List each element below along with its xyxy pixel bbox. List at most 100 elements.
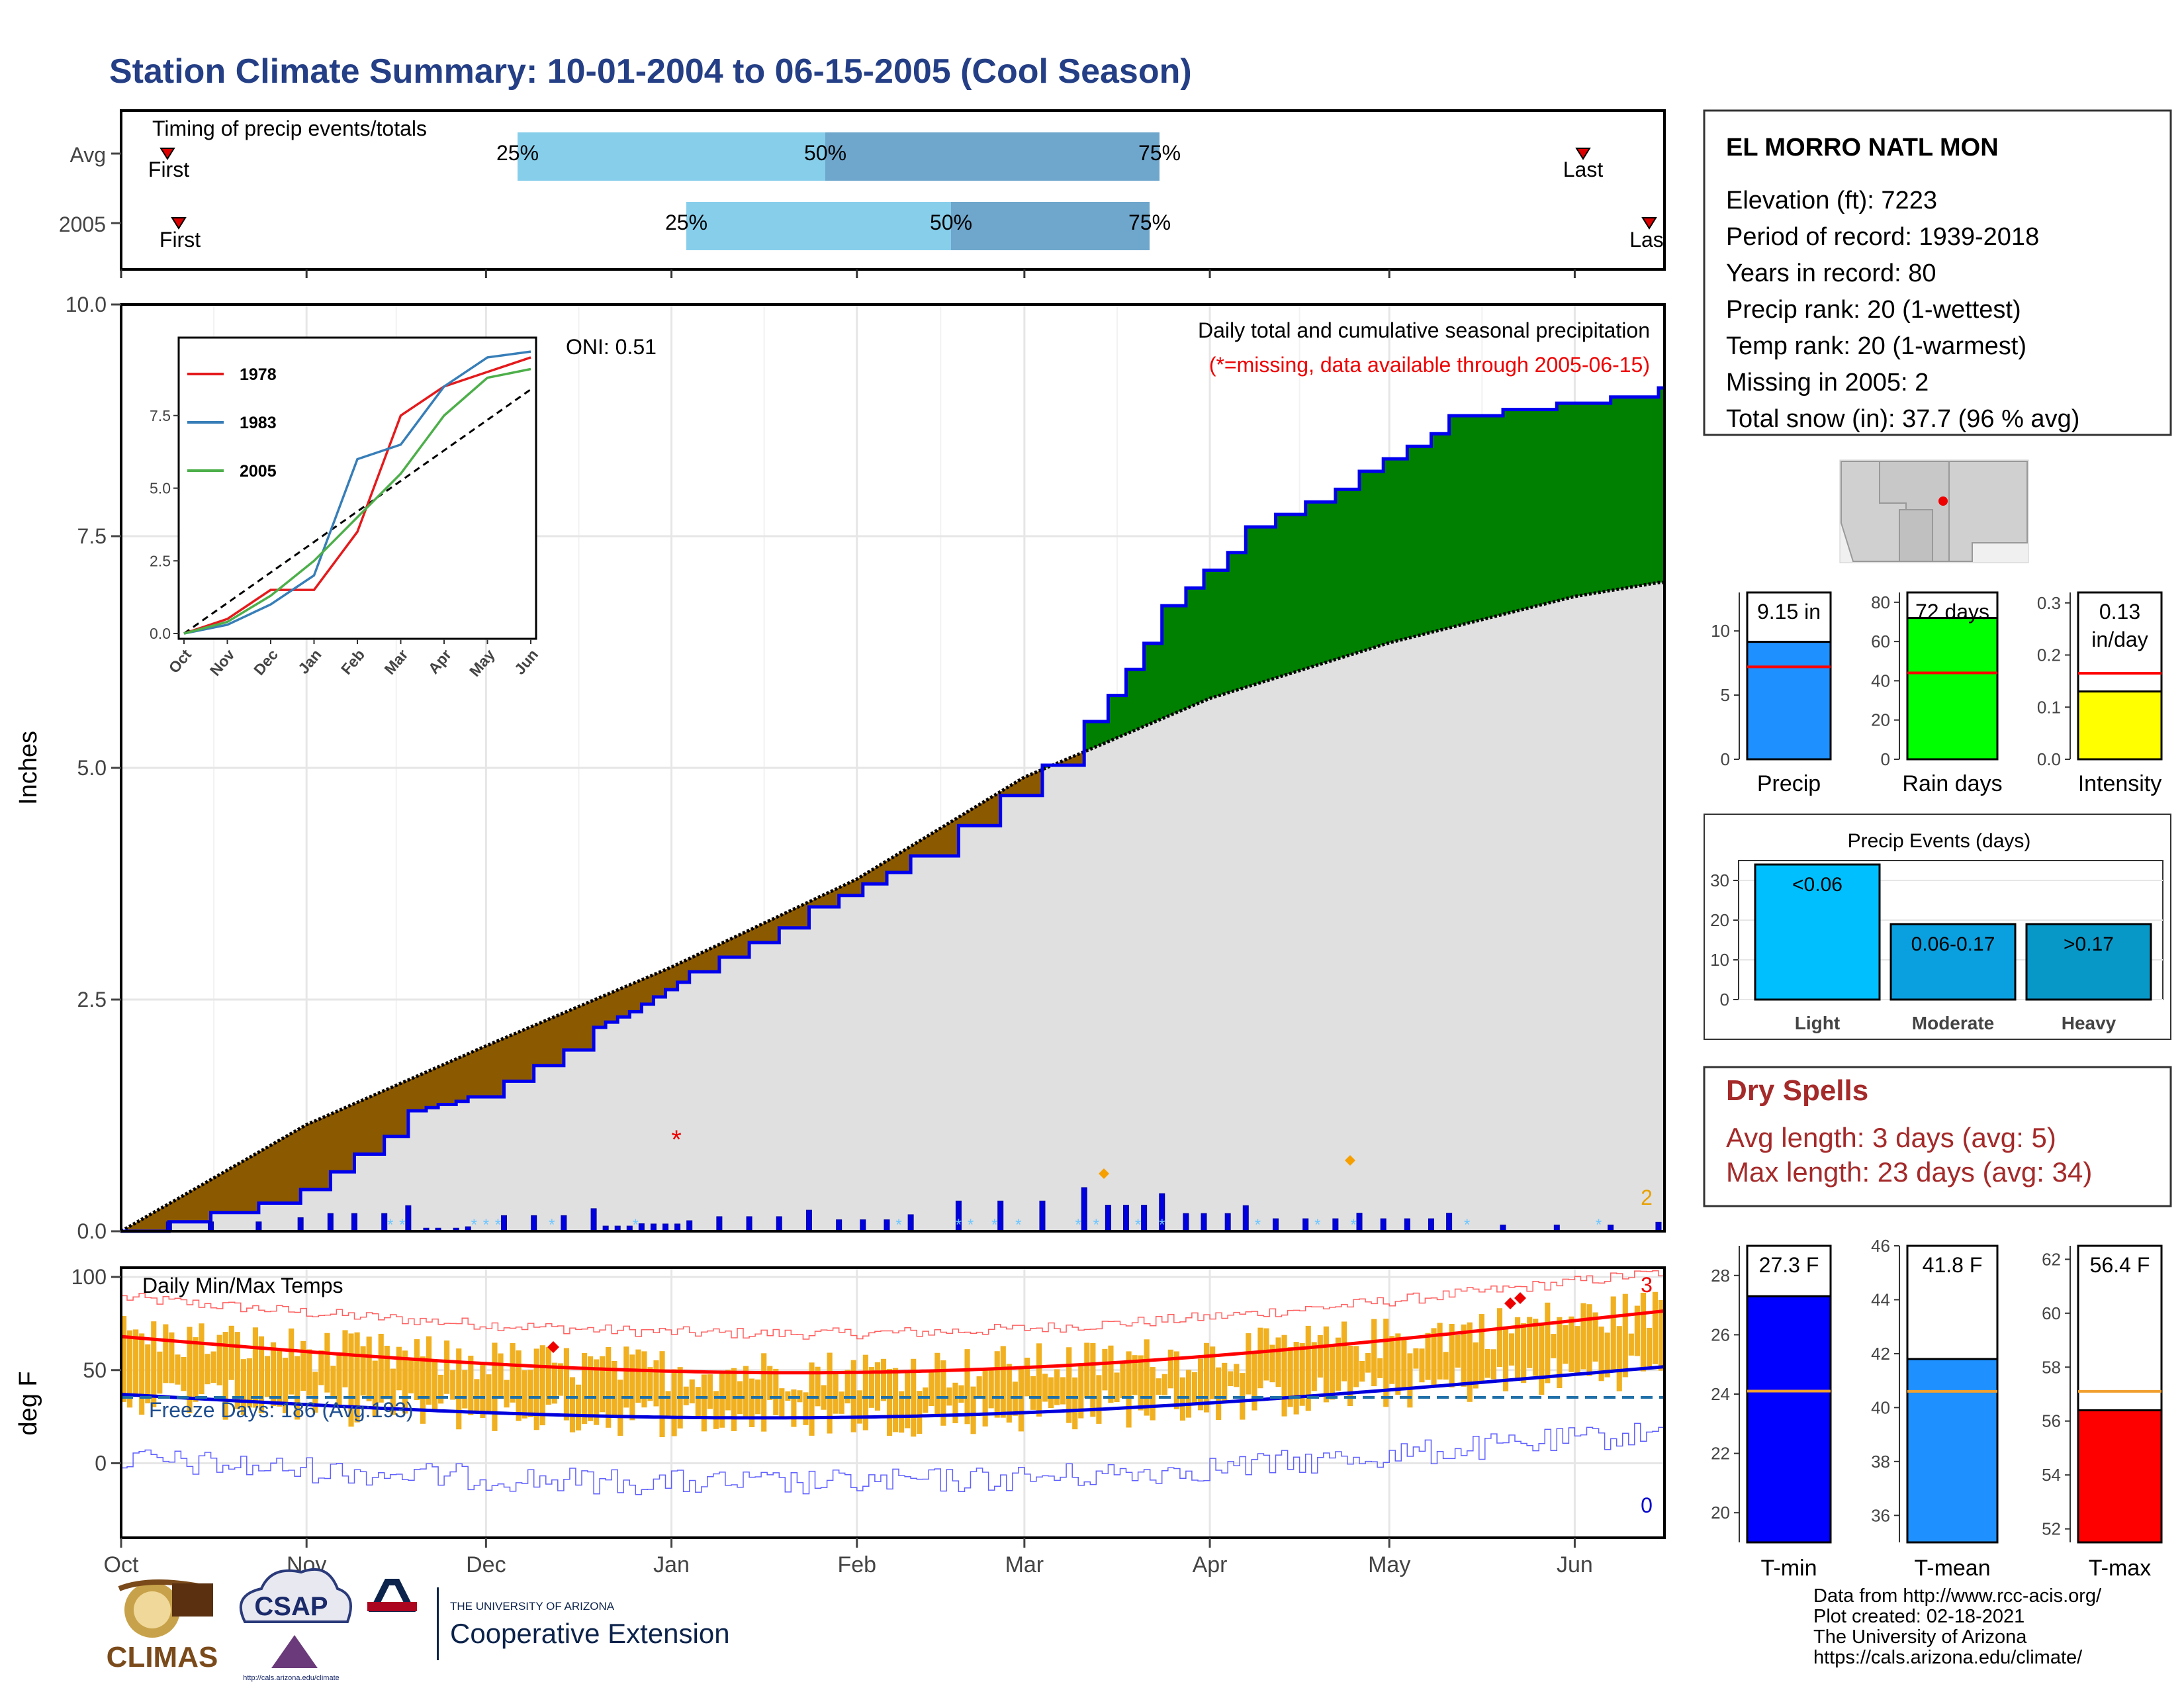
daily-temp-bar: [1263, 1328, 1269, 1381]
daily-temp-bar: [1060, 1377, 1066, 1405]
daily-temp-bar: [839, 1391, 844, 1414]
daily-temp-bar: [647, 1367, 653, 1401]
daily-temp-bar: [623, 1346, 629, 1408]
daily-temp-bar: [779, 1388, 785, 1417]
x-tick-label: Feb: [837, 1552, 876, 1577]
inset-y-tick-label: 7.5: [150, 407, 171, 424]
daily-precip-bar: [1201, 1213, 1207, 1232]
snow-marker: *: [895, 1216, 901, 1234]
daily-temp-bar: [827, 1352, 833, 1434]
daily-temp-bar: [1078, 1364, 1084, 1419]
footer-line: The University of Arizona: [1813, 1626, 2027, 1648]
daily-temp-bar: [581, 1352, 588, 1425]
daily-precip-bar: [561, 1215, 567, 1232]
daily-temp-bar: [1467, 1322, 1473, 1402]
daily-temp-bar: [1329, 1345, 1335, 1400]
daily-temp-bar: [707, 1374, 713, 1409]
daily-temp-bar: [516, 1350, 522, 1421]
daily-precip-bar: [805, 1209, 812, 1232]
csap-text: CSAP: [254, 1592, 328, 1621]
precip-events-bar-label: 0.06-0.17: [1911, 933, 1995, 955]
daily-temp-bar: [1341, 1321, 1347, 1382]
daily-temp-bar: [964, 1349, 970, 1425]
y2005-last-marker: [1641, 217, 1657, 230]
precip-right-label: 2: [1641, 1186, 1653, 1209]
inset-legend-label: 1978: [240, 365, 277, 384]
daily-temp-bar: [264, 1356, 271, 1397]
daily-temp-bar: [1580, 1303, 1586, 1370]
y-tick-label: 7.5: [77, 524, 107, 548]
daily-precip-bar: [1302, 1218, 1309, 1232]
station-line: Years in record: 80: [1726, 259, 1936, 287]
daily-temp-bar: [833, 1372, 839, 1414]
daily-temp-bar: [1287, 1346, 1293, 1407]
daily-temp-bar: [1323, 1326, 1329, 1403]
daily-temp-bar: [1365, 1353, 1371, 1373]
small-bar-title: Intensity: [2078, 771, 2162, 796]
daily-temp-bar: [486, 1374, 492, 1412]
small-bar-y-tick-label: 52: [2042, 1519, 2061, 1539]
daily-temp-bar: [539, 1345, 545, 1426]
footer-line: https://cals.arizona.edu/climate/: [1813, 1647, 2083, 1668]
daily-temp-bar: [653, 1360, 659, 1407]
daily-temp-bar: [1473, 1342, 1479, 1389]
y-tick-label: 50: [83, 1358, 107, 1382]
daily-temp-bar: [1377, 1358, 1383, 1378]
daily-temp-bar: [1317, 1335, 1323, 1378]
ua-small-text: THE UNIVERSITY OF ARIZONA: [450, 1600, 615, 1613]
station-line: Total snow (in): 37.7 (96 % avg): [1726, 405, 2079, 433]
daily-precip-bar: [1123, 1205, 1130, 1232]
daily-temp-bar: [193, 1337, 199, 1402]
daily-temp-bar: [444, 1340, 450, 1394]
daily-temp-bar: [283, 1358, 289, 1413]
daily-temp-bar: [1018, 1366, 1024, 1432]
daily-temp-bar: [1066, 1347, 1072, 1423]
page-title: Station Climate Summary: 10-01-2004 to 0…: [109, 52, 1192, 91]
snow-marker: *: [1464, 1216, 1470, 1234]
small-bar-title: T-min: [1761, 1556, 1817, 1581]
daily-temp-bar: [432, 1360, 438, 1411]
daily-temp-bar: [911, 1358, 917, 1437]
daily-precip-bar: [590, 1208, 597, 1232]
snow-marker: *: [1135, 1216, 1141, 1234]
daily-temp-bar: [874, 1362, 881, 1411]
daily-precip-bar: [351, 1213, 358, 1232]
daily-precip-bar: [1380, 1218, 1387, 1232]
inset-series-line: [183, 367, 531, 635]
daily-temp-bar: [934, 1352, 940, 1416]
small-bar-y-tick-label: 20: [1871, 710, 1890, 730]
daily-temp-bar: [725, 1370, 731, 1411]
small-bar-y-tick-label: 0.2: [2037, 645, 2061, 665]
daily-temp-bar: [348, 1333, 354, 1427]
small-bar-label: 9.15 in: [1757, 600, 1821, 624]
daily-precip-bar: [1428, 1218, 1434, 1232]
daily-temp-bar: [868, 1367, 874, 1408]
daily-temp-bar: [856, 1390, 862, 1424]
timing-label: Timing of precip events/totals: [152, 117, 427, 140]
daily-temp-bar: [1431, 1328, 1437, 1387]
small-bar-y-tick-label: 40: [1871, 671, 1890, 690]
avg-first-marker: [159, 148, 175, 160]
record-max-line: [121, 1268, 1665, 1340]
snow-marker: *: [1075, 1216, 1081, 1234]
daily-temp-bar: [1054, 1369, 1060, 1405]
small-bar-value: [2077, 1409, 2163, 1544]
daily-temp-bar: [1419, 1348, 1425, 1383]
x-tick-label: Oct: [104, 1552, 139, 1577]
small-bar-y-tick-label: 58: [2042, 1357, 2061, 1377]
daily-temp-bar: [713, 1391, 719, 1429]
timing-row-2005-label: 2005: [59, 212, 106, 236]
small-bar-label: in/day: [2091, 628, 2148, 651]
daily-temp-bar: [222, 1332, 228, 1420]
missing-marker: *: [671, 1125, 682, 1154]
daily-temp-bar: [575, 1384, 582, 1430]
ua-logo: THE UNIVERSITY OF ARIZONA Cooperative Ex…: [367, 1579, 730, 1660]
record-high-marker: [1504, 1297, 1516, 1309]
daily-temp-bar: [1640, 1292, 1646, 1372]
daily-temp-bar: [199, 1323, 205, 1395]
daily-temp-bar: [719, 1370, 725, 1428]
daily-temp-bar: [1610, 1296, 1616, 1372]
daily-precip-bar: [165, 1221, 172, 1232]
snow-marker: *: [1350, 1216, 1356, 1234]
daily-temp-bar: [1126, 1351, 1132, 1428]
